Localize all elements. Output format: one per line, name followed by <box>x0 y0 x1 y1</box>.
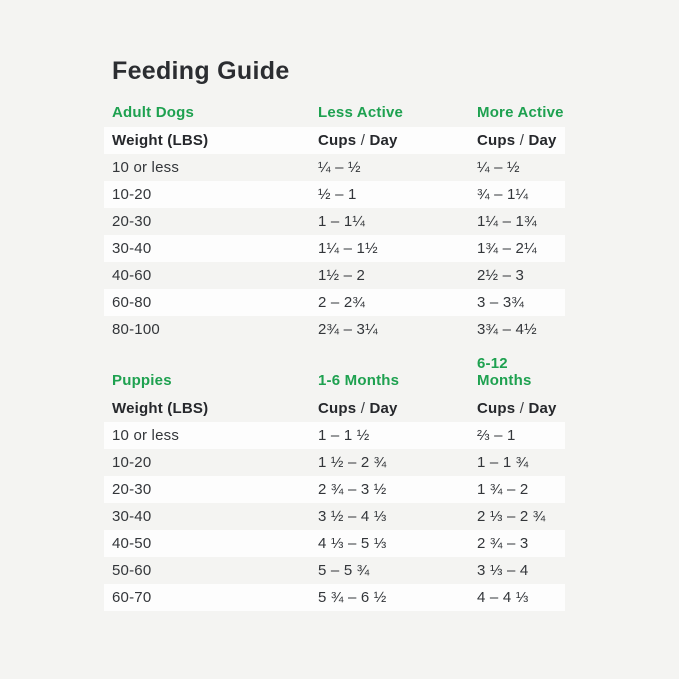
table-row: 50-60 5 – 5 ¾ 3 ⅓ – 4 <box>104 557 565 584</box>
cups-range-cell: 5 – 5 ¾ <box>318 561 370 579</box>
page-title: Feeding Guide <box>112 57 290 85</box>
cups-label: Cups <box>477 131 516 149</box>
cups-range-cell: 2 ¾ – 3 <box>477 534 529 552</box>
six-to-twelve-months-column-header: 6-12 Months <box>477 354 532 389</box>
cups-range-cell: 1¾ – 2¼ <box>477 239 537 257</box>
slash-separator: / <box>519 131 525 149</box>
puppies-table: Puppies 1-6 Months 6-12 Months Weight (L… <box>104 355 565 611</box>
table-row: 10-20 1 ½ – 2 ¾ 1 – 1 ¾ <box>104 449 565 476</box>
adult-section-header-row: Adult Dogs Less Active More Active <box>104 103 565 121</box>
table-row: 10-20 ½ – 1 ¾ – 1¼ <box>104 180 565 208</box>
cups-label: Cups <box>477 399 516 417</box>
one-to-six-months-column-header: 1-6 Months <box>318 371 400 389</box>
weight-cell: 10 or less <box>112 426 180 444</box>
cups-range-cell: 2 – 2¾ <box>318 293 366 311</box>
table-row: 40-60 1½ – 2 2½ – 3 <box>104 262 565 289</box>
cups-range-cell: 1½ – 2 <box>318 266 366 284</box>
cups-range-cell: 2½ – 3 <box>477 266 525 284</box>
cups-per-day-header: Cups / Day <box>318 400 477 417</box>
cups-range-cell: ⅔ – 1 <box>477 426 516 444</box>
puppies-table-subheader-row: Weight (LBS) Cups / Day Cups / Day <box>104 395 565 422</box>
table-row: 60-80 2 – 2¾ 3 – 3¾ <box>104 288 565 316</box>
cups-range-cell: 4 ⅓ – 5 ⅓ <box>318 534 387 552</box>
weight-cell: 60-80 <box>112 293 152 311</box>
cups-range-cell: ¼ – ½ <box>318 158 361 176</box>
table-row: 20-30 1 – 1¼ 1¼ – 1¾ <box>104 208 565 235</box>
cups-range-cell: 1 – 1¼ <box>318 212 366 230</box>
cups-range-cell: ¾ – 1¼ <box>477 185 529 203</box>
weight-cell: 30-40 <box>112 507 152 525</box>
cups-range-cell: 1 – 1 ½ <box>318 426 370 444</box>
cups-range-cell: ¼ – ½ <box>477 158 520 176</box>
cups-range-cell: 4 – 4 ⅓ <box>477 588 529 606</box>
table-row: 10 or less 1 – 1 ½ ⅔ – 1 <box>104 421 565 449</box>
cups-range-cell: 2 ⅓ – 2 ¾ <box>477 507 546 525</box>
weight-cell: 60-70 <box>112 588 152 606</box>
cups-label: Cups <box>318 131 357 149</box>
cups-per-day-header: Cups / Day <box>318 132 477 149</box>
cups-range-cell: 3¾ – 4½ <box>477 320 537 338</box>
less-active-column-header: Less Active <box>318 103 404 121</box>
weight-header: Weight (LBS) <box>112 131 209 149</box>
cups-range-cell: ½ – 1 <box>318 185 357 203</box>
puppies-section-title: Puppies <box>112 371 172 389</box>
table-row: 10 or less ¼ – ½ ¼ – ½ <box>104 154 565 181</box>
weight-cell: 30-40 <box>112 239 152 257</box>
table-row: 40-50 4 ⅓ – 5 ⅓ 2 ¾ – 3 <box>104 529 565 557</box>
day-label: Day <box>528 131 557 149</box>
cups-range-cell: 2 ¾ – 3 ½ <box>318 480 387 498</box>
table-row: 30-40 1¼ – 1½ 1¾ – 2¼ <box>104 234 565 262</box>
cups-range-cell: 3 ½ – 4 ⅓ <box>318 507 387 525</box>
weight-cell: 50-60 <box>112 561 152 579</box>
weight-cell: 40-60 <box>112 266 152 284</box>
weight-cell: 10-20 <box>112 453 152 471</box>
weight-cell: 20-30 <box>112 480 152 498</box>
day-label: Day <box>369 399 398 417</box>
cups-range-cell: 1¼ – 1½ <box>318 239 378 257</box>
cups-range-cell: 5 ¾ – 6 ½ <box>318 588 387 606</box>
puppies-section-header-row: Puppies 1-6 Months 6-12 Months <box>104 355 565 389</box>
day-label: Day <box>528 399 557 417</box>
weight-cell: 20-30 <box>112 212 152 230</box>
cups-per-day-header: Cups / Day <box>477 132 565 149</box>
cups-range-cell: 1 ¾ – 2 <box>477 480 529 498</box>
more-active-column-header: More Active <box>477 103 564 121</box>
weight-cell: 10-20 <box>112 185 152 203</box>
day-label: Day <box>369 131 398 149</box>
adult-table-subheader-row: Weight (LBS) Cups / Day Cups / Day <box>104 126 565 154</box>
slash-separator: / <box>360 399 366 417</box>
table-row: 60-70 5 ¾ – 6 ½ 4 – 4 ⅓ <box>104 583 565 611</box>
cups-range-cell: 2¾ – 3¼ <box>318 320 378 338</box>
weight-cell: 40-50 <box>112 534 152 552</box>
slash-separator: / <box>360 131 366 149</box>
adult-section-title: Adult Dogs <box>112 103 194 121</box>
table-row: 80-100 2¾ – 3¼ 3¾ – 4½ <box>104 316 565 343</box>
table-row: 30-40 3 ½ – 4 ⅓ 2 ⅓ – 2 ¾ <box>104 503 565 530</box>
cups-range-cell: 3 ⅓ – 4 <box>477 561 529 579</box>
slash-separator: / <box>519 399 525 417</box>
cups-per-day-header: Cups / Day <box>477 400 565 417</box>
cups-label: Cups <box>318 399 357 417</box>
table-row: 20-30 2 ¾ – 3 ½ 1 ¾ – 2 <box>104 475 565 503</box>
weight-header: Weight (LBS) <box>112 399 209 417</box>
adult-dogs-table: Adult Dogs Less Active More Active Weigh… <box>104 103 565 343</box>
cups-range-cell: 1 ½ – 2 ¾ <box>318 453 387 471</box>
weight-cell: 80-100 <box>112 320 160 338</box>
cups-range-cell: 1 – 1 ¾ <box>477 453 529 471</box>
cups-range-cell: 3 – 3¾ <box>477 293 525 311</box>
weight-cell: 10 or less <box>112 158 180 176</box>
cups-range-cell: 1¼ – 1¾ <box>477 212 537 230</box>
